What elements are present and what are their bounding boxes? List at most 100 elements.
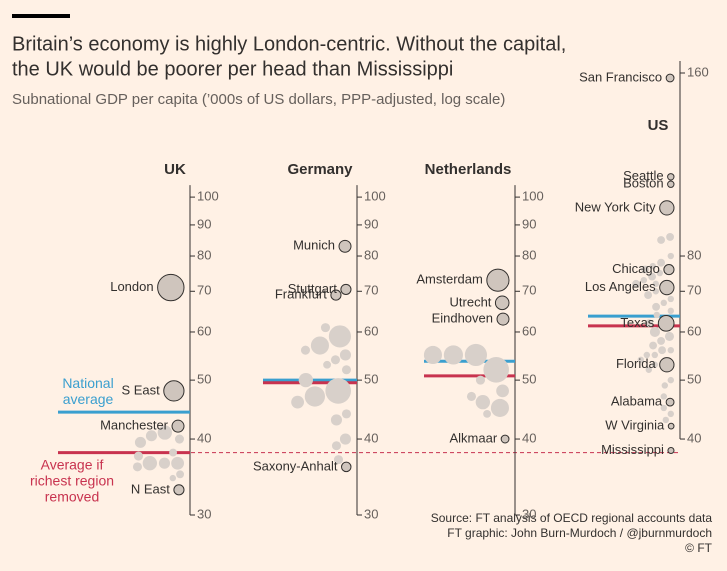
region-bubble (651, 361, 658, 368)
y-tick-label: 50 (364, 372, 378, 387)
region-bubble (641, 265, 649, 274)
y-tick-label: 40 (687, 430, 701, 445)
region-bubble (640, 276, 647, 284)
without-richest-label: removed (45, 488, 99, 504)
region-bubble (657, 236, 665, 244)
region-bubble (667, 307, 674, 315)
region-label: Manchester (100, 418, 169, 433)
region-bubble (174, 434, 184, 444)
region-bubble (133, 451, 143, 461)
y-tick-label: 80 (364, 247, 378, 262)
y-tick-label: 80 (687, 247, 701, 262)
named-region-bubble (667, 446, 675, 455)
panel-title: Germany (287, 161, 353, 178)
region-bubble (648, 272, 656, 281)
region-bubble (475, 375, 485, 385)
y-tick-label: 80 (197, 247, 211, 262)
title-line: the UK would be poorer per head than Mis… (12, 58, 453, 80)
region-bubble (157, 425, 173, 440)
y-tick-label: 100 (364, 189, 386, 204)
region-label: Mississippi (601, 442, 664, 457)
national-average-label: National (62, 375, 113, 391)
y-tick-label: 70 (687, 283, 701, 298)
y-tick-label: 90 (522, 216, 536, 231)
region-bubble (304, 386, 325, 407)
region-bubble (645, 319, 653, 328)
named-region-bubble (494, 295, 510, 311)
without-richest-label: richest region (30, 472, 114, 488)
region-bubble (145, 430, 158, 442)
region-bubble (645, 366, 652, 373)
region-bubble (339, 433, 351, 445)
region-bubble (649, 341, 657, 350)
region-label: Alkmaar (449, 430, 497, 445)
y-tick-label: 30 (522, 506, 536, 521)
region-bubble (134, 436, 147, 448)
named-region-bubble (665, 397, 675, 407)
named-region-bubble (496, 312, 510, 326)
region-bubble (652, 280, 659, 288)
region-bubble (171, 456, 185, 470)
region-bubble (483, 356, 510, 383)
copyright: © FT (685, 541, 713, 555)
named-region-bubble (173, 484, 185, 496)
y-tick-label: 60 (522, 323, 536, 338)
named-region-bubble (663, 264, 675, 276)
y-tick-label: 30 (197, 506, 211, 521)
region-bubble (649, 326, 660, 338)
region-bubble (341, 365, 351, 375)
region-label: Seattle (623, 168, 663, 183)
region-bubble (310, 336, 329, 355)
named-region-bubble (667, 180, 675, 188)
y-tick-label: 70 (197, 283, 211, 298)
region-bubble (298, 372, 313, 388)
region-bubble (664, 331, 674, 341)
region-bubble (661, 382, 668, 389)
brand-bar (12, 14, 70, 18)
title-line: Britain’s economy is highly London-centr… (12, 33, 566, 55)
region-bubble (328, 325, 352, 348)
region-bubble (331, 441, 341, 451)
region-label: Stuttgart (288, 281, 338, 296)
named-region-bubble (486, 268, 510, 292)
region-bubble (466, 391, 476, 401)
region-label: Alabama (611, 394, 663, 409)
national-average-label: average (63, 391, 114, 407)
region-bubble (341, 409, 351, 419)
source: Source: FT analysis of OECD regional acc… (431, 511, 713, 525)
region-bubble (483, 409, 491, 418)
region-bubble (660, 393, 667, 400)
region-bubble (464, 343, 488, 367)
named-region-bubble (659, 200, 675, 216)
region-label: Frankfurt (275, 287, 327, 302)
region-bubble (657, 258, 665, 267)
region-bubble (667, 346, 674, 354)
y-tick-label: 40 (197, 430, 211, 445)
region-bubble (142, 456, 158, 471)
credit: FT graphic: John Burn-Murdoch / @jburnmu… (447, 526, 712, 540)
y-tick-label: 160 (687, 64, 709, 79)
region-bubble (656, 269, 663, 277)
region-label: Chicago (612, 261, 660, 276)
region-bubble (330, 414, 342, 426)
region-bubble (320, 323, 330, 333)
y-tick-label: 100 (197, 189, 219, 204)
region-label: Florida (616, 356, 657, 371)
y-tick-label: 70 (522, 283, 536, 298)
region-bubble (490, 398, 509, 417)
region-label: Texas (620, 315, 654, 330)
without-richest-label: Average if (41, 456, 104, 472)
named-region-bubble (330, 289, 342, 301)
region-label: New York City (575, 199, 656, 214)
region-bubble (643, 351, 650, 359)
region-label: Los Angeles (585, 279, 656, 294)
y-tick-label: 60 (197, 323, 211, 338)
region-bubble (496, 384, 509, 398)
panel-title: Netherlands (425, 161, 512, 178)
named-region-bubble (665, 73, 675, 83)
named-region-bubble (667, 173, 675, 181)
region-bubble (637, 356, 644, 363)
named-region-bubble (667, 422, 675, 430)
region-bubble (660, 404, 667, 412)
named-region-bubble (500, 434, 510, 444)
